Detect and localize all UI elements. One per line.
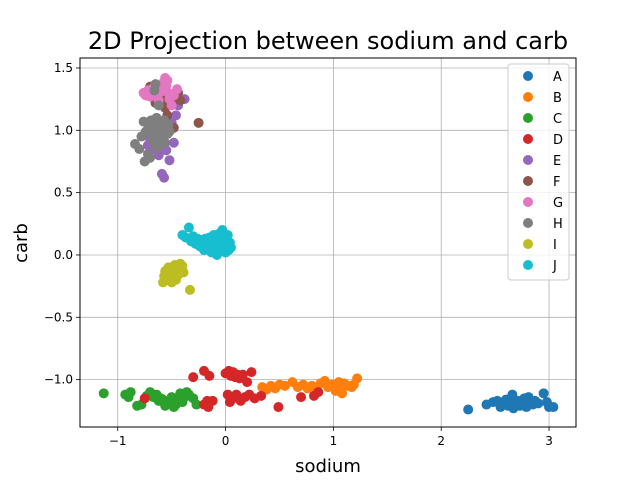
y-tick-label: 0.5 <box>54 186 73 200</box>
data-point <box>184 284 195 295</box>
x-tick-label: 1 <box>330 434 338 448</box>
legend-label: F <box>553 175 560 190</box>
data-point <box>246 367 257 378</box>
chart-title: 2D Projection between sodium and carb <box>88 27 568 55</box>
data-point <box>149 85 160 96</box>
x-tick-label: 3 <box>545 434 553 448</box>
legend-label: A <box>553 70 562 85</box>
legend-label: I <box>553 238 557 253</box>
plot-frame <box>79 57 577 428</box>
legend-marker <box>523 113 533 123</box>
data-point <box>273 402 284 413</box>
legend-marker <box>523 197 533 207</box>
data-point <box>548 402 559 413</box>
data-point <box>207 395 218 406</box>
data-point <box>183 222 194 233</box>
legend-marker <box>523 92 533 102</box>
x-tick-label: 2 <box>437 434 445 448</box>
data-point <box>237 369 248 380</box>
data-point <box>139 393 150 404</box>
legend-marker <box>523 260 533 270</box>
y-tick-label: 0.0 <box>54 248 73 262</box>
axis-ticks: −1 0 1 2 3 −1.0 −0.5 0.0 0.5 1.0 1.5 <box>44 61 553 448</box>
y-tick-label: −1.0 <box>44 373 73 387</box>
series-H <box>129 79 175 167</box>
y-axis-label: carb <box>11 223 32 263</box>
y-tick-label: 1.5 <box>54 61 73 75</box>
legend-marker <box>523 134 533 144</box>
data-point <box>152 142 163 153</box>
legend-label: B <box>553 91 562 106</box>
data-point <box>153 100 164 111</box>
legend-label: J <box>552 259 557 274</box>
legend-label: C <box>553 112 562 127</box>
data-point <box>145 152 156 163</box>
data-point <box>164 126 175 137</box>
legend-marker <box>523 218 533 228</box>
data-point <box>193 117 204 128</box>
series-J <box>177 222 236 260</box>
data-point <box>164 155 175 166</box>
data-point <box>172 84 183 95</box>
y-tick-label: −0.5 <box>44 310 73 324</box>
data-point <box>188 372 199 383</box>
series-A <box>463 388 559 415</box>
legend-marker <box>523 71 533 81</box>
data-point <box>200 233 211 244</box>
data-point <box>153 150 164 161</box>
x-tick-label: −1 <box>109 434 127 448</box>
data-point <box>279 380 290 391</box>
data-point <box>225 242 236 253</box>
data-point <box>170 110 181 121</box>
legend-marker <box>523 155 533 165</box>
data-point <box>204 370 215 381</box>
data-point <box>242 377 253 388</box>
data-point <box>352 373 363 384</box>
data-point <box>98 388 109 399</box>
data-point <box>168 137 179 148</box>
legend-marker <box>523 176 533 186</box>
data-point <box>191 399 202 410</box>
data-point <box>337 388 348 399</box>
legend-label: E <box>553 154 561 169</box>
data-point <box>166 100 177 111</box>
data-point <box>134 144 145 155</box>
x-tick-label: 0 <box>222 434 230 448</box>
data-point <box>463 404 474 415</box>
data-point <box>208 230 219 241</box>
data-point <box>161 145 172 156</box>
legend-label: G <box>553 196 563 211</box>
legend-marker <box>523 239 533 249</box>
data-point <box>159 172 170 183</box>
x-axis-label: sodium <box>295 456 361 477</box>
data-point <box>162 75 173 86</box>
legend-label: D <box>553 133 563 148</box>
data-point <box>160 137 171 148</box>
data-point <box>313 387 324 398</box>
data-points <box>98 72 559 415</box>
data-point <box>296 392 307 403</box>
legend-label: H <box>553 217 563 232</box>
series-D <box>139 365 324 413</box>
series-I <box>158 258 195 295</box>
data-point <box>178 267 189 278</box>
data-point <box>533 398 544 409</box>
series-C <box>98 387 202 413</box>
data-point <box>538 388 549 399</box>
data-point <box>256 390 267 401</box>
data-point <box>125 387 136 398</box>
y-tick-label: 1.0 <box>54 123 73 137</box>
